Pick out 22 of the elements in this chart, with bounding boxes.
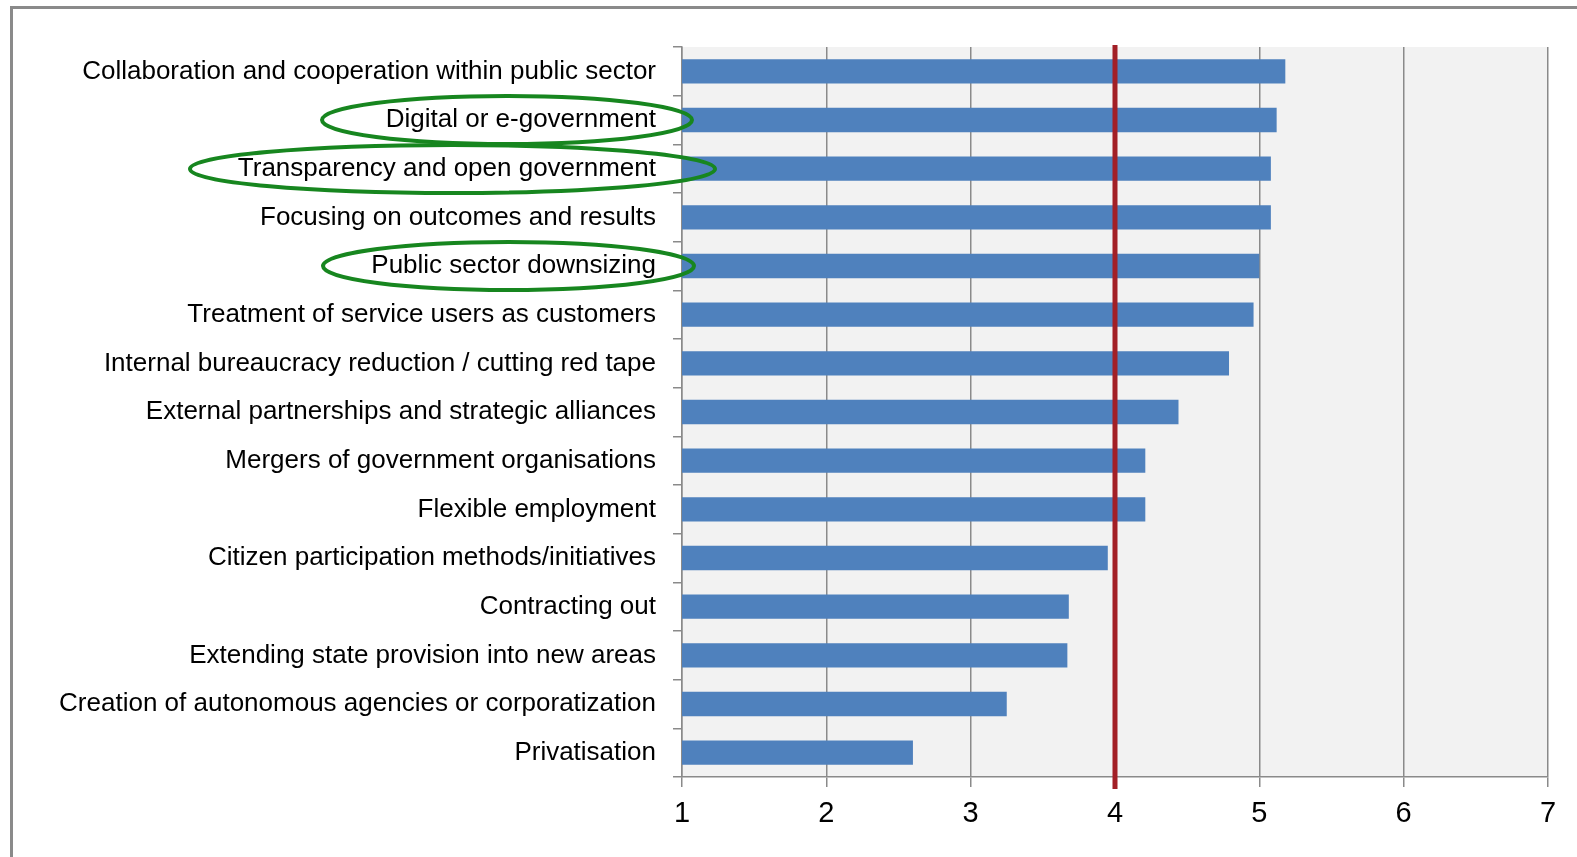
y-tick-label: Public sector downsizing <box>371 249 656 280</box>
y-tick-label: Privatisation <box>514 735 656 766</box>
y-tick-label: External partnerships and strategic alliances <box>145 395 656 426</box>
y-tick-label: Creation of autonomous agencies or corporatization <box>59 687 656 718</box>
y-tick-label: Mergers of government organisations <box>225 443 656 474</box>
x-tick-label: 5 <box>1251 796 1268 829</box>
x-tick-label: 6 <box>1395 796 1412 829</box>
y-tick-label: Treatment of service users as customers <box>187 297 656 328</box>
y-tick-label: Internal bureaucracy reduction / cutting red tape <box>103 346 656 377</box>
x-tick-label: 3 <box>962 796 979 829</box>
y-tick-label: Contracting out <box>479 589 657 620</box>
x-tick-label: 2 <box>818 796 835 829</box>
y-tick-label: Collaboration and cooperation within public sector <box>82 54 657 85</box>
x-tick-label: 7 <box>1539 796 1557 829</box>
x-tick-label: 1 <box>673 796 691 829</box>
y-tick-label: Focusing on outcomes and results <box>260 200 656 231</box>
y-tick-label: Flexible employment <box>417 492 657 523</box>
x-tick-label: 4 <box>1106 796 1124 829</box>
y-tick-label: Citizen participation methods/initiatives <box>208 541 656 572</box>
y-tick-label: Transparency and open government <box>237 151 657 182</box>
y-tick-label: Digital or e-government <box>385 103 657 134</box>
y-tick-label: Extending state provision into new areas <box>189 638 656 669</box>
